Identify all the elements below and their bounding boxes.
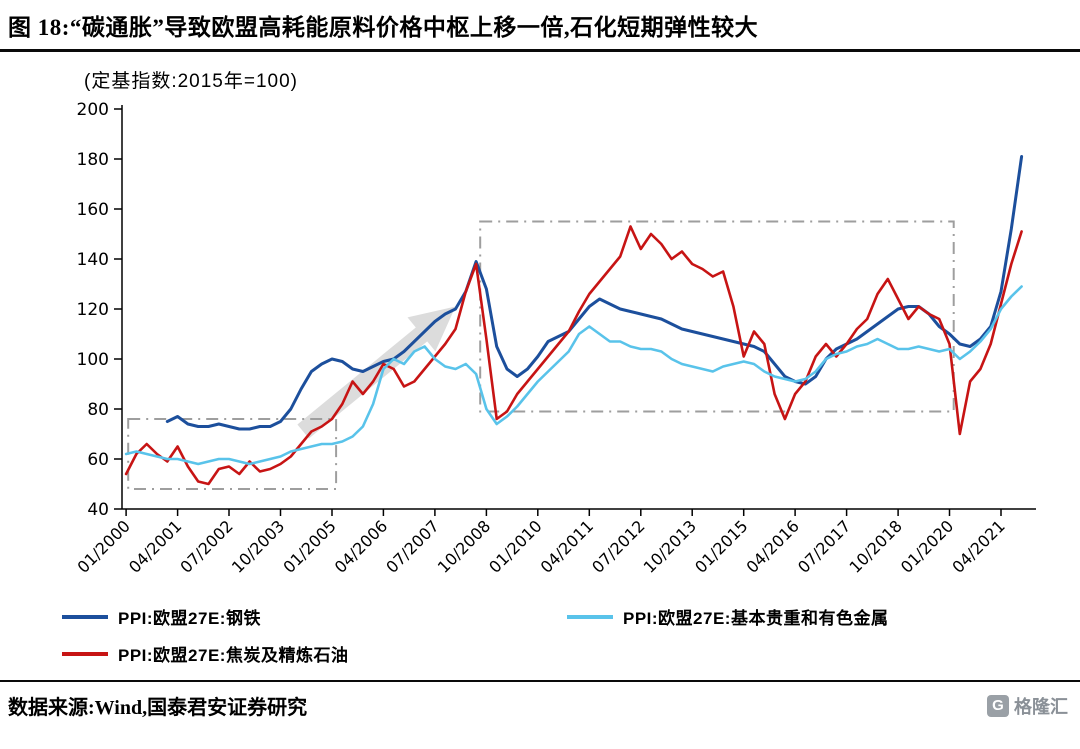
line-chart: 40608010012014016018020001/200004/200107… <box>73 100 1036 577</box>
gelonghui-logo-text: 格隆汇 <box>1014 696 1068 717</box>
svg-text:01/2010: 01/2010 <box>485 516 545 576</box>
figure-title-bar: 图 18:“碳通胀”导致欧盟高耗能原料价格中枢上移一倍,石化短期弹性较大 <box>0 0 1080 52</box>
svg-text:07/2007: 07/2007 <box>382 516 442 576</box>
svg-text:40: 40 <box>87 500 109 520</box>
svg-text:04/2021: 04/2021 <box>948 516 1008 576</box>
axis-note: (定基指数:2015年=100) <box>84 71 298 92</box>
svg-text:04/2016: 04/2016 <box>742 516 802 576</box>
svg-text:160: 160 <box>77 200 109 220</box>
legend-line-steel <box>62 614 108 619</box>
legend-item-steel: PPI:欧盟27E:钢铁 <box>62 604 567 629</box>
svg-text:10/2003: 10/2003 <box>228 516 288 576</box>
legend-line-coke <box>62 651 108 656</box>
svg-text:10/2008: 10/2008 <box>434 516 494 576</box>
legend-label-steel: PPI:欧盟27E:钢铁 <box>118 609 261 628</box>
svg-text:04/2001: 04/2001 <box>125 516 185 576</box>
legend-line-metals <box>567 614 613 619</box>
svg-text:07/2012: 07/2012 <box>588 516 648 576</box>
gelonghui-logo: G 格隆汇 <box>987 693 1068 719</box>
svg-text:10/2018: 10/2018 <box>845 516 905 576</box>
svg-text:60: 60 <box>87 450 109 470</box>
svg-text:180: 180 <box>77 150 109 170</box>
svg-text:01/2000: 01/2000 <box>73 516 133 576</box>
svg-text:01/2020: 01/2020 <box>897 516 957 576</box>
chart-area: (定基指数:2015年=100) 40 60 80 100 120 140 160 180 20… <box>0 52 1080 666</box>
svg-text:07/2002: 07/2002 <box>176 516 236 576</box>
data-source: 数据来源:Wind,国泰君安证券研究 <box>8 697 308 719</box>
svg-text:07/2017: 07/2017 <box>794 516 854 576</box>
gelonghui-logo-icon: G <box>987 694 1009 717</box>
svg-text:01/2005: 01/2005 <box>279 516 339 576</box>
figure-title: 图 18:“碳通胀”导致欧盟高耗能原料价格中枢上移一倍,石化短期弹性较大 <box>8 15 759 40</box>
svg-text:120: 120 <box>77 300 109 320</box>
legend-label-coke: PPI:欧盟27E:焦炭及精炼石油 <box>118 646 349 665</box>
legend-item-coke: PPI:欧盟27E:焦炭及精炼石油 <box>62 641 567 666</box>
legend-item-metals: PPI:欧盟27E:基本贵重和有色金属 <box>567 604 1080 629</box>
svg-text:80: 80 <box>87 400 109 420</box>
svg-text:200: 200 <box>77 100 109 120</box>
legend-label-metals: PPI:欧盟27E:基本贵重和有色金属 <box>623 609 889 628</box>
svg-text:100: 100 <box>77 350 109 370</box>
svg-text:04/2011: 04/2011 <box>537 516 597 576</box>
svg-text:04/2006: 04/2006 <box>331 516 391 576</box>
source-bar: 数据来源:Wind,国泰君安证券研究 G 格隆汇 <box>0 680 1080 720</box>
svg-text:140: 140 <box>77 250 109 270</box>
chart-legend: PPI:欧盟27E:钢铁 PPI:欧盟27E:基本贵重和有色金属 PPI:欧盟2… <box>62 604 1080 666</box>
svg-text:10/2013: 10/2013 <box>640 516 700 576</box>
svg-text:01/2015: 01/2015 <box>691 516 751 576</box>
